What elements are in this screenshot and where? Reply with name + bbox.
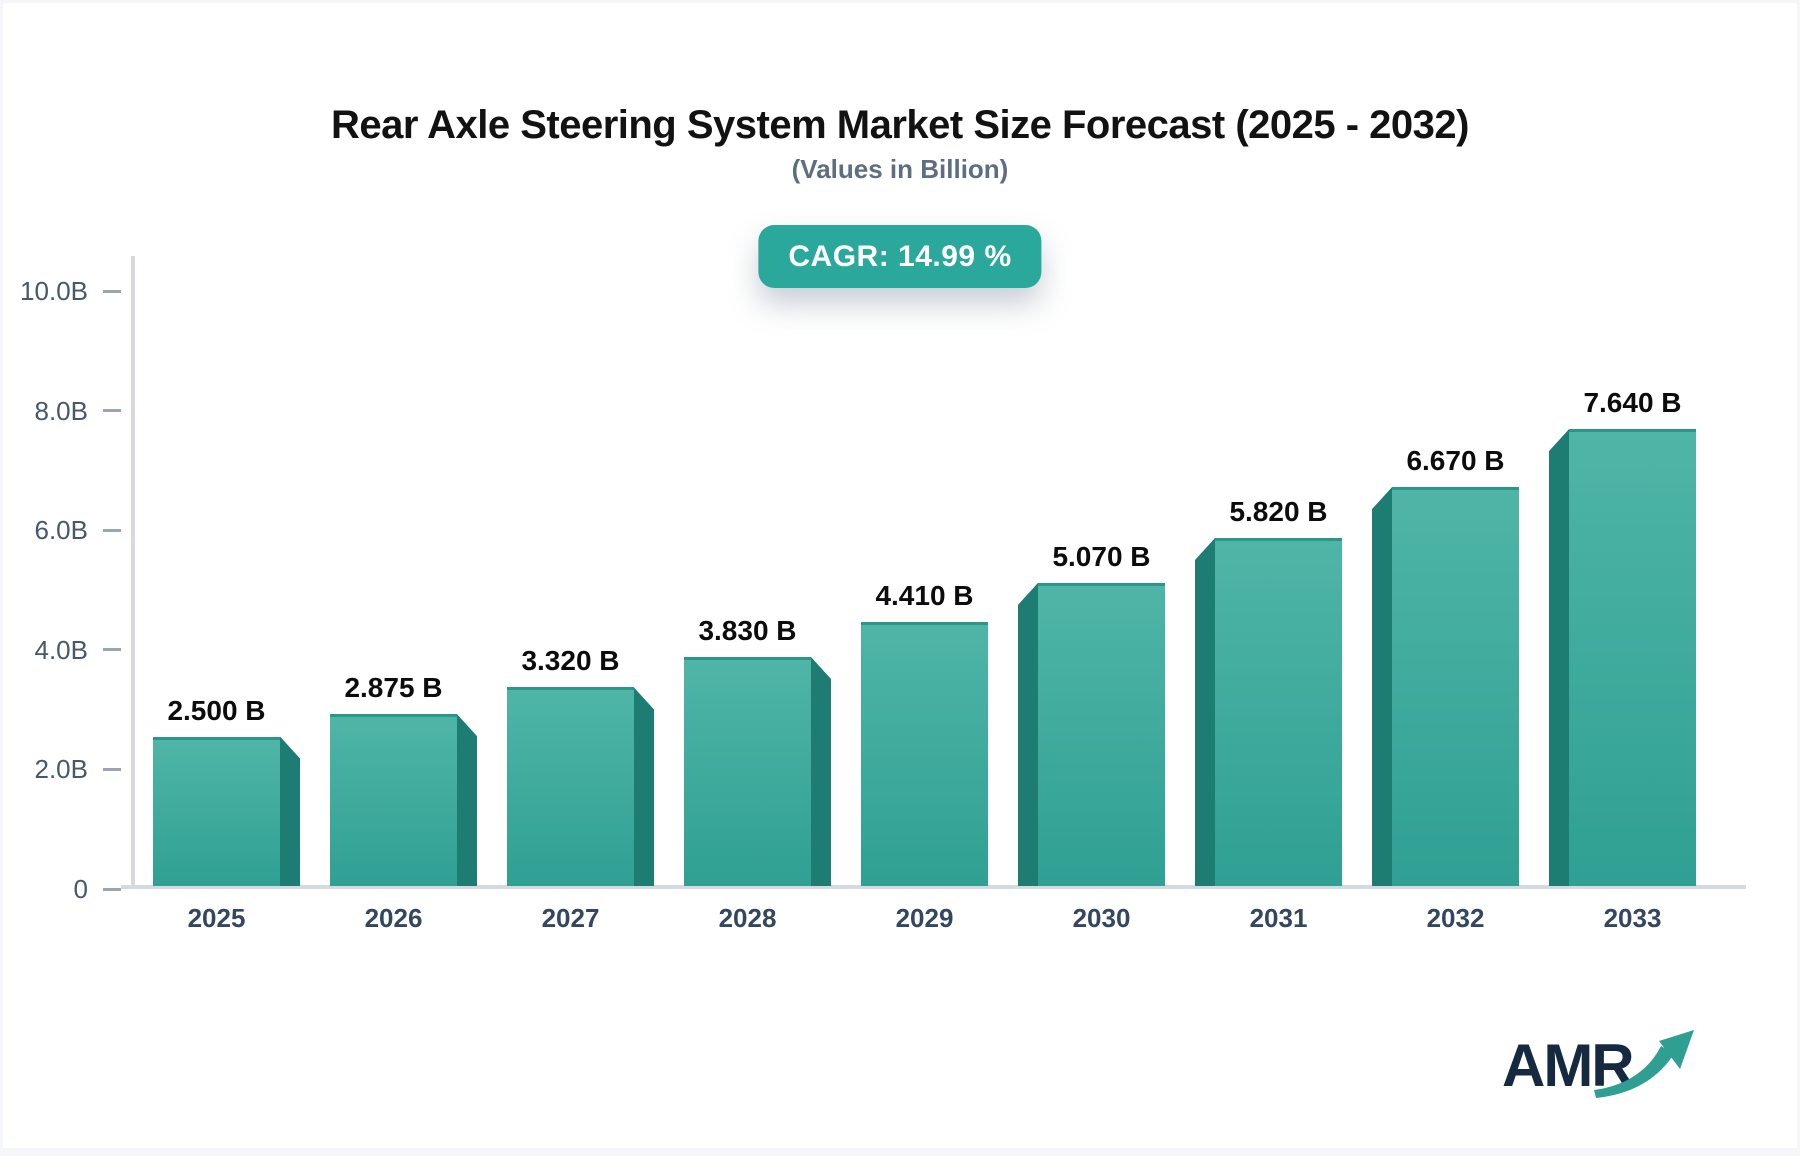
bar-side [811,656,831,886]
bar-value-label: 7.640 B [1583,387,1682,419]
cagr-badge: CAGR: 14.99 % [758,225,1042,288]
y-tick-label: 4.0B [34,634,89,665]
bar-side [1195,537,1215,886]
bar-face [1215,537,1342,886]
bar-value-label: 3.320 B [521,645,620,677]
x-category-label: 2029 [895,903,954,933]
x-category-label: 2030 [1072,903,1131,933]
chart-subtitle: (Values in Billion) [791,154,1009,184]
bar-face [330,714,457,886]
x-category-label: 2027 [541,903,600,933]
bar-face [1038,582,1165,886]
bar-value-label: 3.830 B [698,614,797,646]
y-tick-dash [103,289,121,293]
y-tick-label: 8.0B [34,395,89,426]
bar-face [861,622,988,886]
amr-logo: AMR [1502,1030,1694,1099]
y-axis-line [131,256,135,889]
x-category-label: 2033 [1603,903,1662,933]
bar-face [684,656,811,886]
y-tick-dash [103,767,121,771]
y-tick-dash [103,528,121,532]
bar-side [457,714,477,886]
bar-side [1372,487,1392,886]
x-category-label: 2032 [1426,903,1485,933]
bar-value-label: 5.070 B [1052,540,1151,572]
bar-value-label: 4.410 B [875,580,974,612]
y-tick-dash [103,409,121,413]
y-tick-dash [103,648,121,652]
x-category-label: 2031 [1249,903,1308,933]
bar-value-label: 6.670 B [1406,445,1505,477]
bar-side [280,736,300,886]
chart-title: Rear Axle Steering System Market Size Fo… [331,103,1469,147]
x-category-label: 2025 [187,903,246,933]
y-tick-label: 2.0B [34,754,89,785]
bar-value-label: 2.875 B [344,672,443,704]
bar-value-label: 2.500 B [167,694,266,726]
bar-side [1018,582,1038,886]
x-category-label: 2026 [364,903,423,933]
bar-side [1549,429,1569,886]
x-axis-line [121,885,1746,889]
bar-face [1392,487,1519,886]
y-tick-label: 0 [73,874,88,904]
bar-side [634,687,654,886]
logo-arrow-icon [1594,1030,1694,1098]
bar-face [153,736,280,886]
x-category-label: 2028 [718,903,777,933]
bar-face [507,687,634,886]
y-tick-label: 10.0B [20,276,88,306]
plot-area: 0 2.0B 4.0B 6.0B 8.0B 10.0B 2.500 B 2025 2.875 … [20,256,1758,933]
y-tick-dash [103,887,121,891]
y-tick-label: 6.0B [34,515,89,546]
bar-face [1569,429,1696,886]
bar-value-label: 5.820 B [1229,495,1328,527]
